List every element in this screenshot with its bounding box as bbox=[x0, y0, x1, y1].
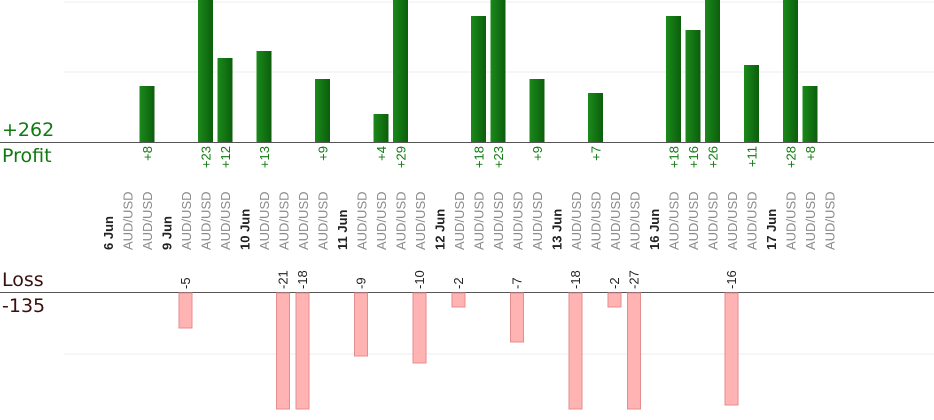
pair-label: AUD/USD bbox=[784, 191, 799, 250]
profit-value-label: +23 bbox=[491, 146, 506, 168]
profit-total: +262 bbox=[2, 119, 55, 141]
profit-bar bbox=[705, 0, 720, 142]
profit-value-label: +18 bbox=[472, 146, 487, 168]
pair-label: AUD/USD bbox=[745, 191, 760, 250]
profit-bar bbox=[373, 114, 389, 142]
loss-value-label: -16 bbox=[724, 270, 739, 289]
loss-bar bbox=[627, 292, 641, 410]
pair-label: AUD/USD bbox=[823, 191, 838, 250]
profit-value-label: +23 bbox=[199, 146, 214, 168]
profit-value-label: +13 bbox=[257, 146, 272, 168]
loss-value-label: -5 bbox=[178, 277, 193, 289]
profit-value-label: +28 bbox=[784, 146, 799, 168]
profit-bar bbox=[529, 79, 545, 142]
pair-label: AUD/USD bbox=[725, 191, 740, 250]
pair-label: AUD/USD bbox=[452, 191, 467, 250]
pair-label: AUD/USD bbox=[374, 191, 389, 250]
pair-label: AUD/USD bbox=[472, 191, 487, 250]
pair-label: AUD/USD bbox=[355, 191, 370, 250]
profit-bar bbox=[139, 86, 155, 142]
loss-value-label: -10 bbox=[412, 270, 427, 289]
loss-bar bbox=[276, 292, 290, 410]
pair-label: AUD/USD bbox=[394, 191, 409, 250]
loss-value-label: -18 bbox=[568, 270, 583, 289]
date-label: 16 Jun bbox=[647, 209, 662, 250]
profit-value-label: +8 bbox=[140, 146, 155, 161]
profit-bar bbox=[471, 16, 486, 142]
loss-bar bbox=[510, 292, 524, 343]
pair-label: AUD/USD bbox=[121, 191, 136, 250]
loss-value-label: -27 bbox=[627, 270, 642, 289]
pair-label: AUD/USD bbox=[277, 191, 292, 250]
profit-bar bbox=[217, 58, 233, 142]
pair-label: AUD/USD bbox=[628, 191, 643, 250]
profit-value-label: +16 bbox=[686, 146, 701, 168]
loss-bar bbox=[412, 292, 427, 364]
pair-label: AUD/USD bbox=[511, 191, 526, 250]
pair-label: AUD/USD bbox=[179, 191, 194, 250]
profit-bar bbox=[315, 79, 330, 142]
pair-label: AUD/USD bbox=[316, 191, 331, 250]
profit-value-label: +8 bbox=[803, 146, 818, 161]
pair-label: AUD/USD bbox=[491, 191, 506, 250]
profit-bar bbox=[198, 0, 213, 142]
profit-value-label: +29 bbox=[394, 146, 409, 168]
pair-label: AUD/USD bbox=[667, 191, 682, 250]
profit-bar bbox=[685, 30, 701, 142]
loss-bar bbox=[724, 292, 739, 406]
profit-bar bbox=[802, 86, 818, 142]
loss-value-label: -18 bbox=[295, 270, 310, 289]
pair-label: AUD/USD bbox=[413, 191, 428, 250]
profit-label: Profit bbox=[2, 145, 52, 167]
loss-value-label: -2 bbox=[451, 277, 466, 289]
pair-label: AUD/USD bbox=[686, 191, 701, 250]
date-label: 11 Jun bbox=[335, 209, 350, 250]
date-label: 17 Jun bbox=[764, 209, 779, 250]
profit-bar bbox=[666, 16, 681, 142]
profit-value-label: +18 bbox=[667, 146, 682, 168]
profit-bar bbox=[783, 0, 798, 142]
profit-value-label: +7 bbox=[589, 146, 604, 161]
pair-label: AUD/USD bbox=[589, 191, 604, 250]
loss-bar bbox=[295, 292, 310, 410]
date-label: 13 Jun bbox=[550, 209, 565, 250]
profit-value-label: +12 bbox=[218, 146, 233, 168]
loss-bar bbox=[178, 292, 193, 329]
pair-label: AUD/USD bbox=[140, 191, 155, 250]
loss-value-label: -7 bbox=[510, 277, 525, 289]
loss-bar bbox=[451, 292, 466, 308]
loss-bar bbox=[568, 292, 583, 410]
profit-value-label: +11 bbox=[745, 146, 760, 167]
loss-value-label: -9 bbox=[354, 277, 369, 289]
profit-bar bbox=[744, 65, 759, 142]
loss-value-label: -2 bbox=[607, 277, 622, 289]
profit-value-label: +4 bbox=[374, 146, 389, 161]
loss-total: -135 bbox=[2, 295, 46, 317]
profit-bar bbox=[490, 0, 506, 142]
loss-value-label: -21 bbox=[276, 270, 291, 289]
pair-label: AUD/USD bbox=[530, 191, 545, 250]
loss-bar bbox=[607, 292, 622, 308]
profit-value-label: +26 bbox=[706, 146, 721, 168]
pair-label: AUD/USD bbox=[257, 191, 272, 250]
loss-bar bbox=[354, 292, 368, 357]
profit-bar bbox=[256, 51, 272, 142]
pair-label: AUD/USD bbox=[218, 191, 233, 250]
date-label: 10 Jun bbox=[238, 209, 253, 250]
pair-label: AUD/USD bbox=[803, 191, 818, 250]
date-label: 9 Jun bbox=[160, 216, 175, 250]
profit-bar bbox=[393, 0, 408, 142]
pair-label: AUD/USD bbox=[569, 191, 584, 250]
profit-bar bbox=[588, 93, 603, 142]
profit-value-label: +9 bbox=[316, 146, 331, 161]
date-label: 12 Jun bbox=[433, 209, 448, 250]
pair-label: AUD/USD bbox=[199, 191, 214, 250]
pair-label: AUD/USD bbox=[296, 191, 311, 250]
pair-label: AUD/USD bbox=[608, 191, 623, 250]
profit-value-label: +9 bbox=[530, 146, 545, 161]
loss-label: Loss bbox=[2, 269, 44, 291]
date-label: 6 Jun bbox=[101, 216, 116, 250]
pair-label: AUD/USD bbox=[706, 191, 721, 250]
